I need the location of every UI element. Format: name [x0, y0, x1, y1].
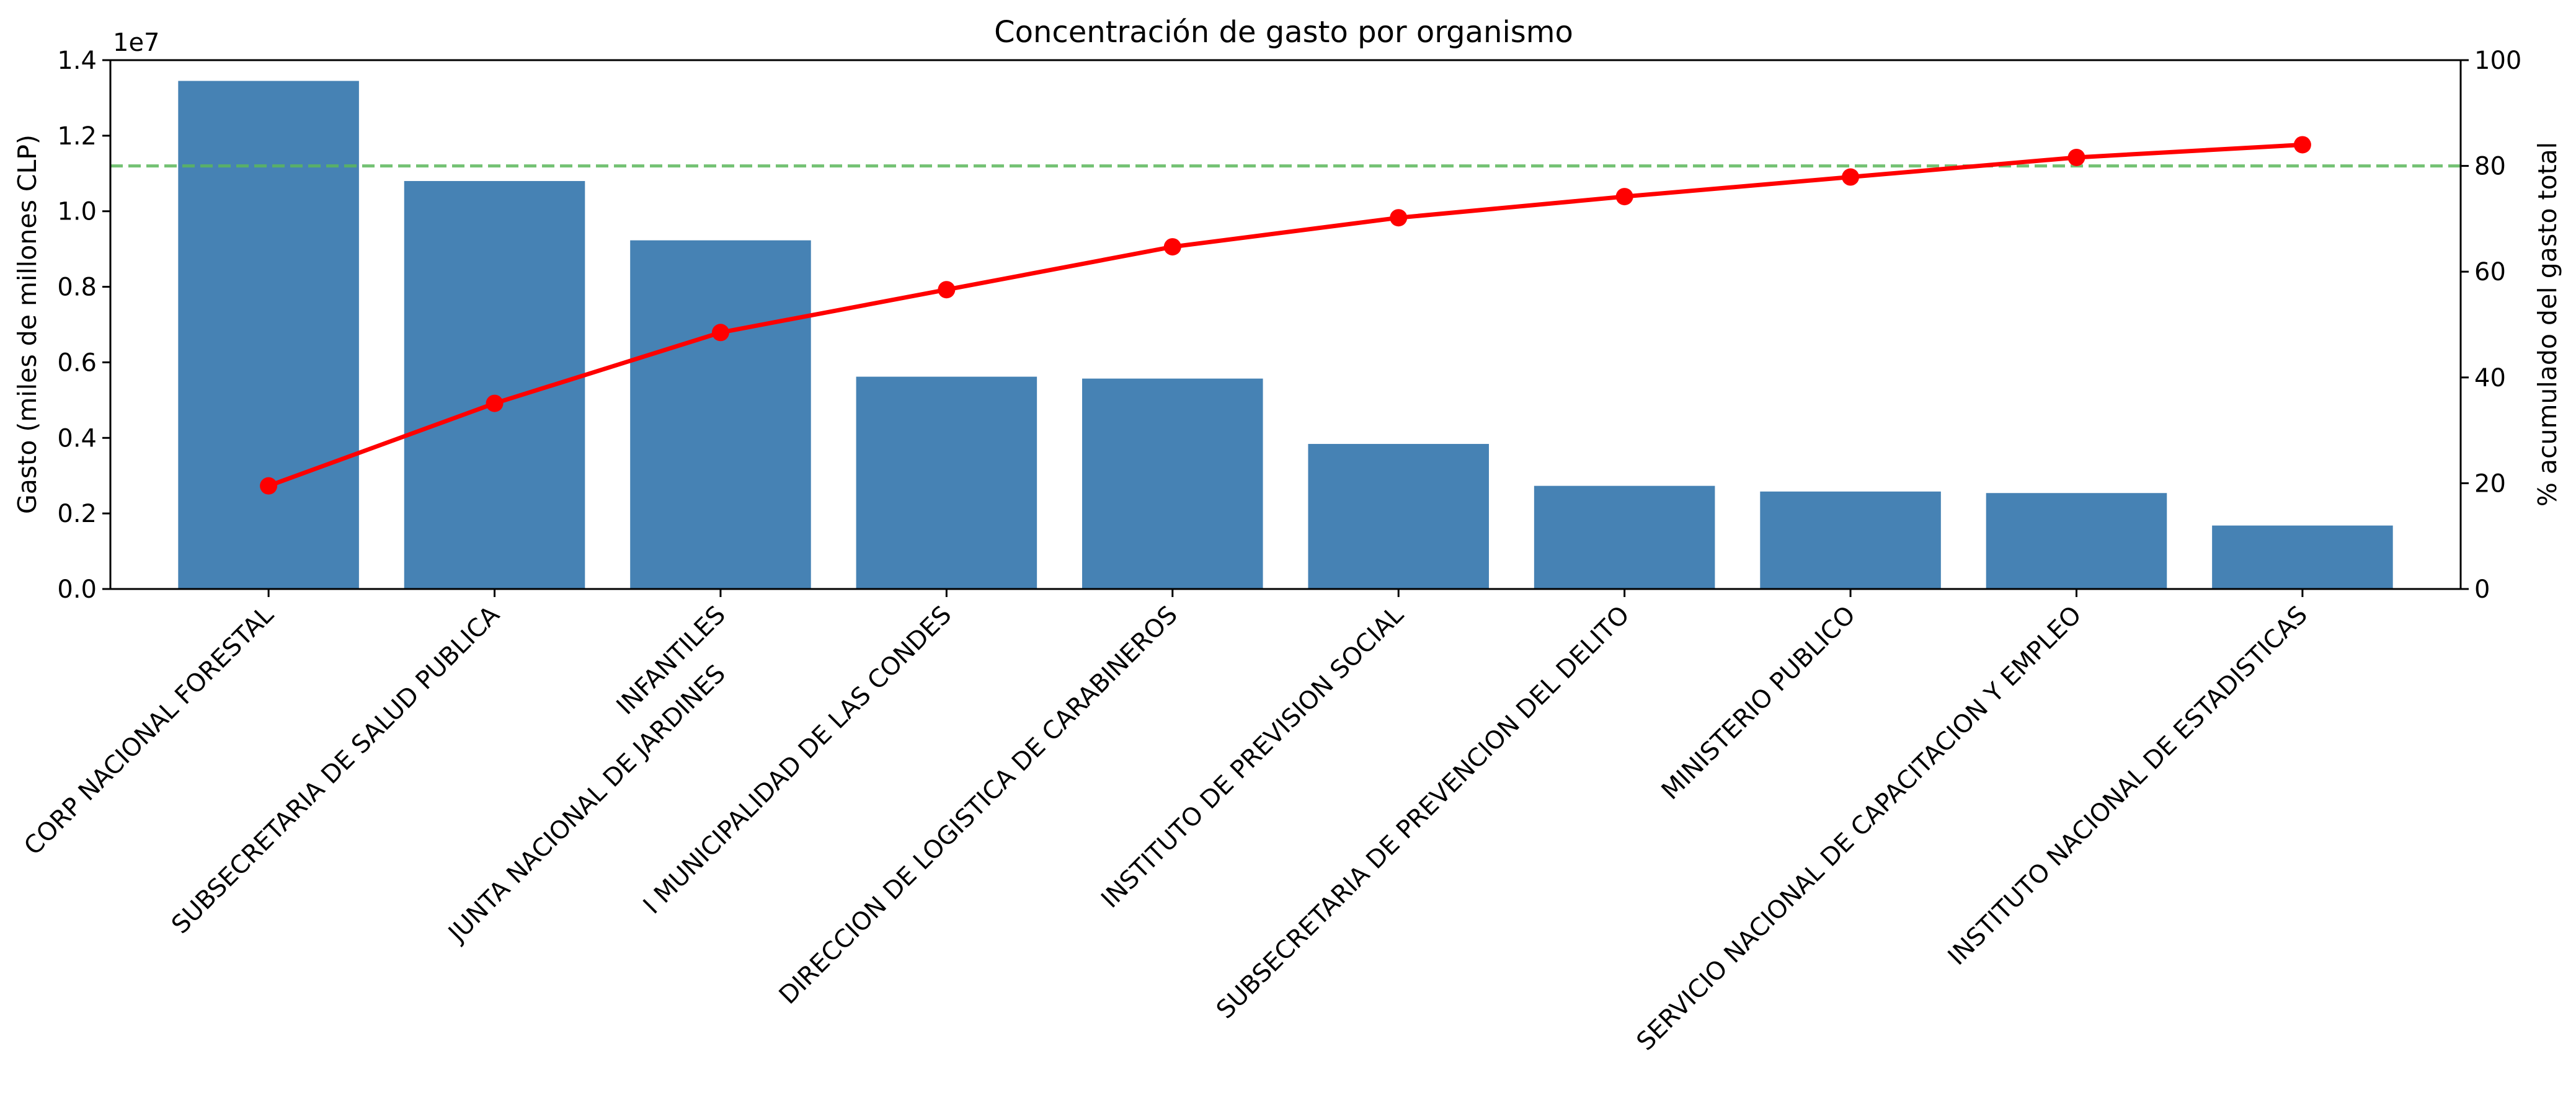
x-tick-label: SUBSECRETARIA DE PREVENCION DEL DELITO	[1211, 601, 1635, 1025]
bar-0	[178, 81, 359, 589]
cumulative-pct-point-9	[2293, 136, 2311, 154]
y2-tick-label: 40	[2474, 364, 2506, 392]
cumulative-pct-line	[267, 142, 2303, 488]
cumulative-pct-point-0	[260, 477, 278, 495]
x-tick-label: MINISTERIO PUBLICO	[1656, 601, 1861, 805]
y-tick-label: 1.4	[57, 46, 97, 75]
x-tick-label: INSTITUTO NACIONAL DE ESTADISTICAS	[1943, 601, 2313, 971]
cumulative-line-layer	[260, 136, 2311, 495]
cumulative-pct-point-2	[711, 324, 729, 342]
x-tick-label: JUNTA NACIONAL DE JARDINES	[442, 660, 731, 949]
y2-tick-label: 20	[2474, 469, 2506, 498]
y-tick-label: 0.2	[57, 500, 97, 528]
y2-axis-title: % acumulado del gasto total	[2533, 142, 2562, 507]
bar-5	[1308, 444, 1489, 589]
cumulative-pct-point-4	[1163, 238, 1181, 256]
x-tick-label: DIRECCION DE LOGISTICA DE CARABINEROS	[774, 601, 1183, 1010]
bar-8	[1986, 493, 2167, 589]
cumulative-pct-point-8	[2067, 148, 2085, 166]
y-axis-title: Gasto (miles de millones CLP)	[12, 135, 42, 514]
y-tick-label: 1.0	[57, 198, 97, 226]
y-axis-left: 0.0 0.2 0.4 0.6 0.8 1.0 1.2 1.4	[57, 46, 110, 604]
cumulative-pct-point-5	[1390, 209, 1408, 227]
y-tick-label: 0.6	[57, 348, 97, 377]
chart-title: Concentración de gasto por organismo	[994, 15, 1573, 50]
y-tick-label: 1.2	[57, 122, 97, 151]
plot-frame	[109, 59, 2462, 590]
x-tick-label: CORP NACIONAL FORESTAL	[19, 600, 280, 861]
cumulative-pct-point-3	[938, 281, 956, 299]
y-tick-label: 0.4	[57, 424, 97, 453]
bar-6	[1534, 485, 1715, 589]
y-tick-label: 0.8	[57, 273, 97, 302]
bar-7	[1760, 491, 1941, 589]
cumulative-pct-point-7	[1842, 168, 1860, 186]
y2-tick-label: 100	[2474, 46, 2521, 75]
y2-tick-label: 60	[2474, 258, 2506, 286]
cumulative-pct-point-6	[1615, 188, 1633, 206]
y2-tick-label: 0	[2474, 575, 2490, 604]
bar-4	[1082, 378, 1263, 589]
x-tick-label: SERVICIO NACIONAL DE CAPACITACION Y EMPL…	[1632, 601, 2087, 1056]
bar-9	[2212, 525, 2393, 589]
y-axis-offset-label: 1e7	[113, 29, 160, 57]
y2-tick-label: 80	[2474, 153, 2506, 181]
y-axis-right: 0 20 40 60 80 100	[2461, 46, 2521, 604]
bar-3	[856, 376, 1037, 589]
bar-2	[630, 240, 811, 589]
cumulative-pct-point-1	[486, 394, 504, 412]
y-tick-label: 0.0	[57, 575, 97, 604]
